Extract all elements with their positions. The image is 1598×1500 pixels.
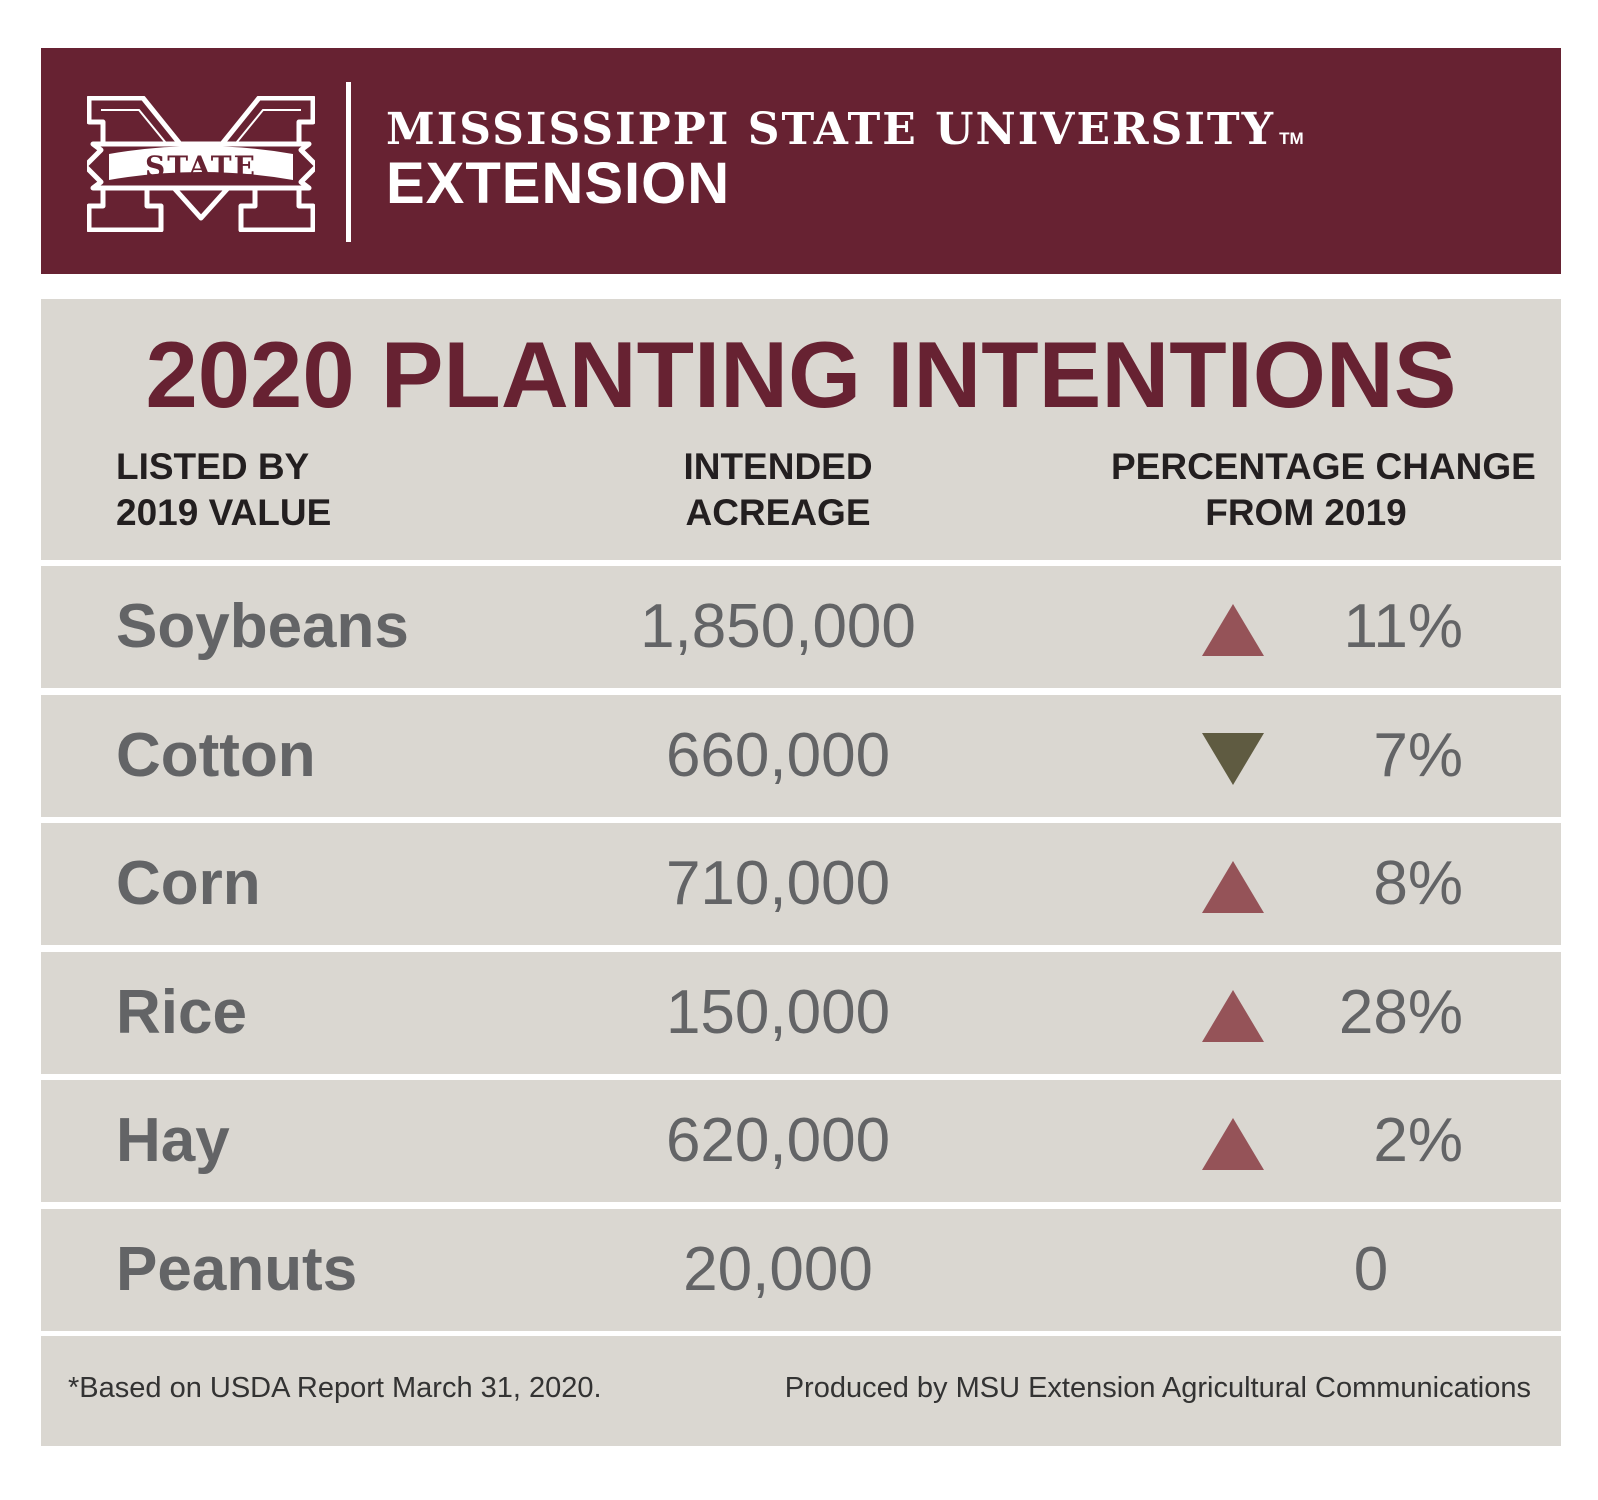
column-header-change: PERCENTAGE CHANGE FROM 2019 (1111, 444, 1536, 536)
header-banner: STATE MISSISSIPPI STATE UNIVERSITY TM EXT… (41, 48, 1561, 274)
column-header-crop-line2: 2019 VALUE (116, 492, 332, 533)
logo-text: STATE (145, 150, 257, 183)
crop-name: Corn (116, 849, 261, 918)
credit-line: Produced by MSU Extension Agricultural C… (784, 1372, 1531, 1404)
acreage-value: 660,000 (665, 721, 891, 790)
percent-change-value: 11% (1343, 592, 1464, 661)
triangle-up-icon (1202, 1118, 1264, 1170)
university-name: MISSISSIPPI STATE UNIVERSITY TM (386, 106, 1304, 163)
trademark-symbol: TM (1279, 129, 1304, 148)
table-row: Corn 710,000 8% (41, 823, 1561, 945)
university-name-text: MISSISSIPPI STATE UNIVERSITY (386, 104, 1276, 155)
percent-change-value: 8% (1373, 849, 1463, 918)
column-header-acreage-line1: INTENDED (683, 446, 873, 487)
unit-name: EXTENSION (386, 151, 731, 216)
column-header-acreage-line2: ACREAGE (685, 492, 871, 533)
column-header-crop-line1: LISTED BY (116, 446, 310, 487)
crop-name: Soybeans (116, 592, 409, 661)
source-note: *Based on USDA Report March 31, 2020. (68, 1372, 602, 1404)
table-row: Peanuts 20,000 0 (41, 1209, 1561, 1331)
triangle-down-icon (1202, 733, 1264, 785)
percent-change-value: 0 (1353, 1235, 1389, 1304)
chart-title: 2020 PLANTING INTENTIONS (145, 322, 1457, 427)
triangle-up-icon (1202, 990, 1264, 1042)
triangle-up-icon (1202, 604, 1264, 656)
acreage-value: 620,000 (665, 1106, 891, 1175)
crop-name: Peanuts (116, 1235, 358, 1304)
table-row: Rice 150,000 28% (41, 952, 1561, 1074)
header-divider (346, 82, 351, 242)
column-header-change-line2: FROM 2019 (1205, 492, 1407, 533)
acreage-value: 20,000 (683, 1235, 873, 1304)
acreage-value: 150,000 (665, 978, 891, 1047)
acreage-value: 1,850,000 (640, 592, 916, 661)
acreage-value: 710,000 (665, 849, 891, 918)
column-header-change-line1: PERCENTAGE CHANGE (1111, 446, 1536, 487)
column-header-acreage: INTENDED ACREAGE (683, 444, 873, 536)
crop-name: Cotton (116, 721, 316, 790)
percent-change-value: 7% (1373, 721, 1463, 790)
percent-change-value: 28% (1338, 978, 1463, 1047)
crop-name: Rice (116, 978, 247, 1047)
table-row: Hay 620,000 2% (41, 1080, 1561, 1202)
triangle-up-icon (1202, 861, 1264, 913)
column-header-crop: LISTED BY 2019 VALUE (116, 444, 331, 536)
msu-state-m-logo: STATE (87, 96, 315, 232)
table-row: Cotton 660,000 7% (41, 695, 1561, 817)
percent-change-value: 2% (1373, 1106, 1463, 1175)
table-row: Soybeans 1,850,000 11% (41, 566, 1561, 688)
footer: *Based on USDA Report March 31, 2020. Pr… (41, 1336, 1561, 1446)
crop-name: Hay (116, 1106, 230, 1175)
table-header-panel: 2020 PLANTING INTENTIONS LISTED BY 2019 … (41, 299, 1561, 560)
